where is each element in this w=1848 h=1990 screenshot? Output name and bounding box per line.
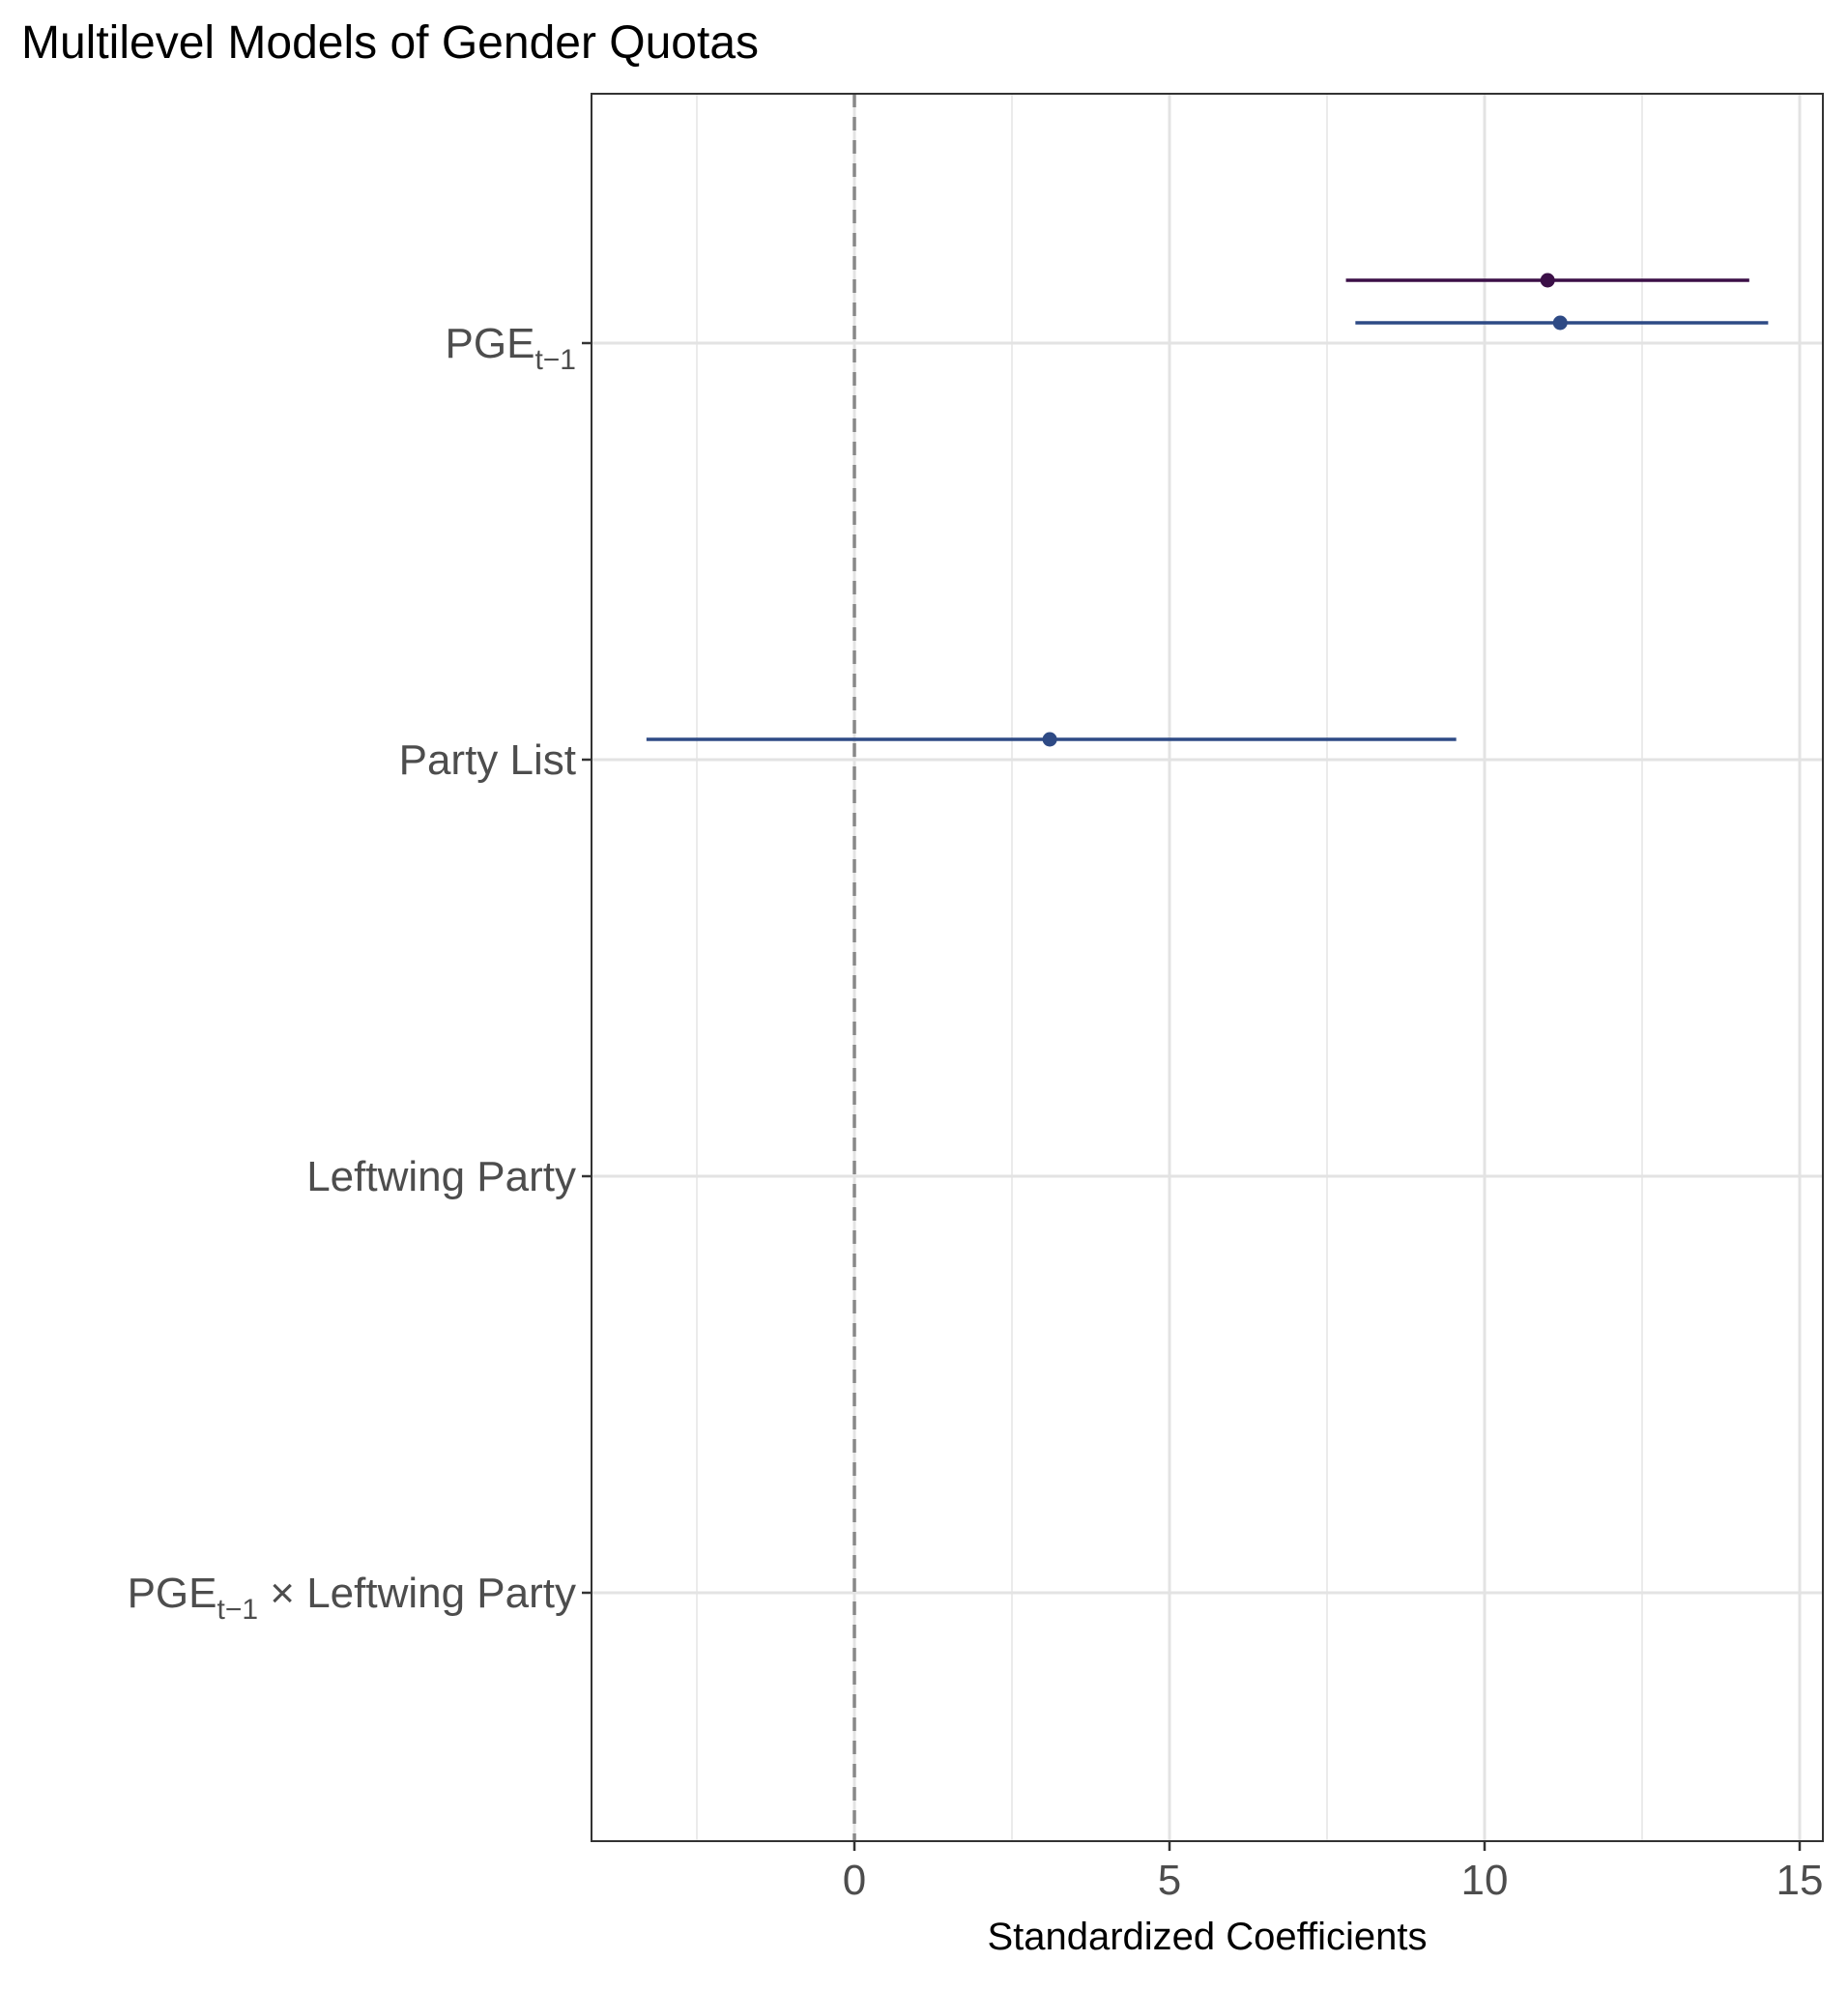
- x-tick-label: 5: [1158, 1857, 1181, 1904]
- x-tick-label: 10: [1461, 1857, 1509, 1904]
- y-tick-label: Leftwing Party: [306, 1153, 576, 1200]
- x-tick-label: 15: [1776, 1857, 1824, 1904]
- coefficient-point: [1042, 732, 1057, 747]
- coefficient-point: [1552, 315, 1568, 331]
- y-tick-label: PGEt−1: [446, 320, 576, 376]
- y-tick-label: PGEt−1 × Leftwing Party: [128, 1570, 576, 1626]
- y-axis: PGEt−1 Party List Leftwing Party PGEt−1 × L…: [128, 320, 592, 1626]
- marks-layer: [646, 273, 1769, 747]
- coefficient-point: [1540, 273, 1555, 288]
- chart-title: Multilevel Models of Gender Quotas: [21, 17, 759, 69]
- grid-layer: [592, 94, 1823, 1841]
- panel-border: [591, 93, 1824, 1842]
- x-tick-label: 0: [843, 1857, 866, 1904]
- x-axis: 0 5 10 15: [843, 1841, 1824, 1904]
- y-tick-label: Party List: [399, 736, 576, 784]
- x-axis-label: Standardized Coefficients: [987, 1916, 1427, 1958]
